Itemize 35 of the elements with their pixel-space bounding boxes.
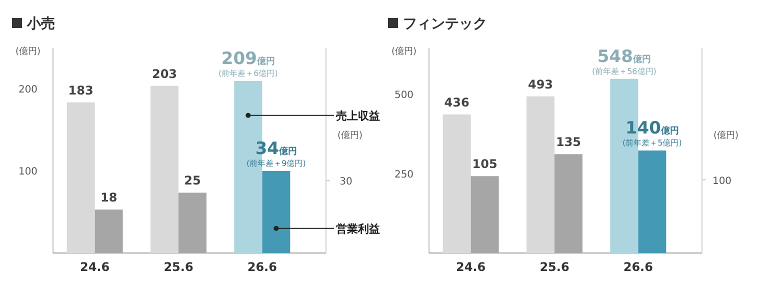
- chart-title: 小売: [26, 16, 55, 32]
- x-tick-label: 25.6: [540, 260, 570, 274]
- x-tick-label: 26.6: [623, 260, 653, 274]
- data-label: 183: [68, 83, 94, 98]
- y2-axis-title: (億円): [337, 130, 363, 141]
- data-label: 548億円: [597, 46, 651, 67]
- text: 営業利益: [336, 222, 380, 236]
- data-label: 105: [472, 157, 498, 172]
- y-tick-label: 250: [394, 170, 414, 181]
- data-label: 34億円: [255, 139, 298, 159]
- bar: [150, 86, 178, 253]
- data-label: 135: [556, 135, 582, 150]
- x-tick-label: 24.6: [456, 260, 486, 274]
- y-tick-label: 200: [18, 84, 38, 96]
- y2-axis-title: (億円): [713, 130, 739, 141]
- annotation: (前年差＋6億円): [218, 68, 278, 78]
- chart-title: フィンテック: [403, 16, 487, 32]
- y-axis-title: (億円): [15, 46, 41, 57]
- data-label: 203: [152, 66, 178, 81]
- y2-tick-label: 100: [712, 176, 732, 187]
- annotation: (前年差＋56億円): [592, 66, 656, 76]
- data-label: 140億円: [625, 118, 679, 138]
- text: 売上収益: [336, 109, 380, 122]
- data-label: 209億円: [221, 48, 275, 69]
- data-label: 493: [528, 77, 554, 92]
- data-label: 25: [184, 174, 201, 188]
- y2-tick-label: 30: [340, 176, 352, 188]
- bar: [66, 102, 95, 253]
- x-tick-label: 26.6: [247, 260, 277, 274]
- y-tick-label: 500: [394, 90, 414, 102]
- x-tick-label: 25.6: [164, 260, 194, 274]
- data-label: 436: [444, 95, 470, 110]
- data-label: 18: [100, 190, 118, 205]
- x-tick-label: 24.6: [80, 260, 110, 274]
- y-axis-title: (億円): [391, 46, 417, 57]
